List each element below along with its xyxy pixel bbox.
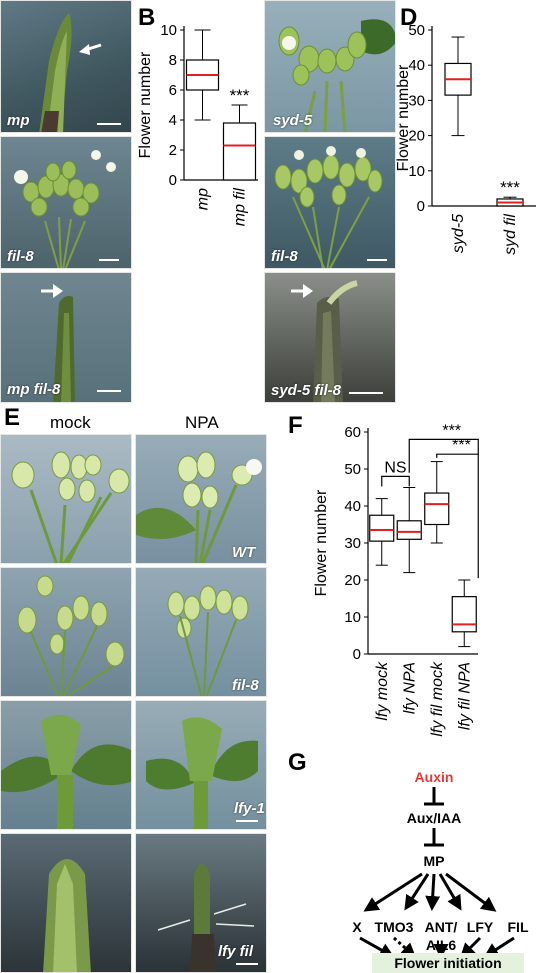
y-tick-label: 50 xyxy=(408,22,425,39)
photo-label: mp fil-8 xyxy=(7,381,61,398)
x-tick-label: syd fil xyxy=(502,214,519,255)
node-aux-iaa: Aux/IAA xyxy=(407,810,461,826)
y-tick-label: 30 xyxy=(408,92,425,109)
photo-lfy-1-npa: lfy-1 xyxy=(135,700,267,830)
chart-b: 0 2 4 6 8 10 Flower number mp mp fil *** xyxy=(137,22,258,227)
photo-mp-fil-8: mp fil-8 xyxy=(0,272,132,403)
y-tick-label: 40 xyxy=(408,57,425,74)
y-tick-label: 2 xyxy=(169,142,177,159)
comparison-bracket xyxy=(381,475,410,487)
box xyxy=(396,520,422,540)
inhibition-arrow xyxy=(424,828,444,847)
column-header-mock: mock xyxy=(50,413,91,432)
photo-label: lfy-1 xyxy=(234,800,265,817)
y-axis-label: Flower number xyxy=(396,64,412,171)
node-ant: ANT/ xyxy=(425,919,458,935)
arrow-icon xyxy=(79,43,102,55)
comparison-bracket xyxy=(436,453,479,458)
photo-label: fil-8 xyxy=(232,677,259,694)
node-flower-initiation: Flower initiation xyxy=(394,955,501,971)
node-fil: FIL xyxy=(508,919,529,935)
significance-label: *** xyxy=(500,178,520,197)
photo-label: fil-8 xyxy=(271,248,298,265)
comparison-label: *** xyxy=(442,422,461,439)
y-tick-label: 30 xyxy=(344,535,361,552)
photo-lfy-1-mock xyxy=(0,700,132,830)
y-tick-label: 60 xyxy=(344,424,361,441)
y-tick-label: 6 xyxy=(169,82,177,99)
y-tick-label: 0 xyxy=(169,172,177,189)
y-axis-label: Flower number xyxy=(137,51,154,158)
node-auxin: Auxin xyxy=(415,769,454,785)
y-tick-label: 10 xyxy=(408,163,425,180)
photo-label: mp xyxy=(7,112,30,129)
y-tick-label: 10 xyxy=(344,609,361,626)
y-tick-label: 20 xyxy=(344,572,361,589)
node-ail6: AIL6 xyxy=(426,937,457,953)
dotted-arrow xyxy=(392,936,417,959)
pathway-diagram: Auxin Aux/IAA MP X TMO3 ANT/ AIL6 LFY FI… xyxy=(352,769,529,973)
node-tmo3: TMO3 xyxy=(375,919,414,935)
photo-label: fil-8 xyxy=(7,248,34,265)
box xyxy=(424,492,450,526)
x-tick-label: lfy fil mock xyxy=(429,661,446,737)
panel-letter-f: F xyxy=(288,412,303,439)
y-tick-label: 0 xyxy=(417,198,425,215)
photo-label: lfy fil xyxy=(218,943,254,960)
photo-label: WT xyxy=(232,544,256,561)
inhibition-arrow xyxy=(424,787,444,806)
chart-f: 0 10 20 30 40 50 60 Flower number lfy mock lfy NP… xyxy=(313,422,479,737)
chart-d: 0 10 20 30 40 50 Flower number syd-5 syd fil *** xyxy=(396,22,536,255)
panel-letter-e: E xyxy=(4,404,21,431)
photo-lfy-fil-mock xyxy=(0,833,132,973)
y-tick-label: 4 xyxy=(169,112,177,129)
comparison-label: *** xyxy=(452,437,471,454)
photo-wt-npa: WT xyxy=(135,434,267,564)
comparison-label: NS xyxy=(384,459,406,476)
x-tick-label: lfy fil NPA xyxy=(456,662,473,730)
panel-letter-d: D xyxy=(400,4,418,31)
node-lfy: LFY xyxy=(467,919,494,935)
x-tick-label: mp xyxy=(195,188,212,210)
y-axis-label: Flower number xyxy=(313,489,330,596)
photo-fil-8-a: fil-8 xyxy=(0,136,132,269)
panel-letter-b: B xyxy=(138,4,156,31)
y-tick-label: 8 xyxy=(169,52,177,69)
node-mp: MP xyxy=(424,853,445,869)
column-header-npa: NPA xyxy=(185,413,219,432)
panel-letter-g: G xyxy=(288,749,307,776)
x-tick-label: syd-5 xyxy=(450,214,467,253)
arrow-icon xyxy=(291,284,313,298)
y-tick-label: 50 xyxy=(344,461,361,478)
y-tick-label: 10 xyxy=(160,22,177,39)
x-tick-label: lfy mock xyxy=(374,661,391,721)
photo-label: syd-5 xyxy=(273,112,313,129)
significance-label: *** xyxy=(230,86,250,105)
y-tick-label: 20 xyxy=(408,128,425,145)
node-x: X xyxy=(352,919,362,935)
y-tick-label: 0 xyxy=(353,646,361,663)
output-box xyxy=(372,953,524,973)
box xyxy=(369,514,395,542)
photo-fil-8-c: fil-8 xyxy=(264,136,396,269)
photo-fil-8-mock xyxy=(0,567,132,697)
x-tick-label: lfy NPA xyxy=(401,662,418,714)
photo-mp: mp xyxy=(0,0,132,133)
photo-lfy-fil-npa: lfy fil xyxy=(135,833,267,973)
y-tick-label: 40 xyxy=(344,498,361,515)
photo-syd-5-fil-8: syd-5 fil-8 xyxy=(264,272,396,403)
box xyxy=(222,122,257,181)
box xyxy=(451,596,477,633)
photo-fil-8-npa: fil-8 xyxy=(135,567,267,697)
photo-syd-5: syd-5 xyxy=(264,0,396,133)
activation-arrows xyxy=(363,872,497,912)
arrow-icon xyxy=(41,284,63,298)
comparison-bracket xyxy=(408,438,479,579)
photo-wt-mock xyxy=(0,434,132,564)
photo-label: syd-5 fil-8 xyxy=(271,382,342,399)
x-tick-label: mp fil xyxy=(232,188,249,227)
